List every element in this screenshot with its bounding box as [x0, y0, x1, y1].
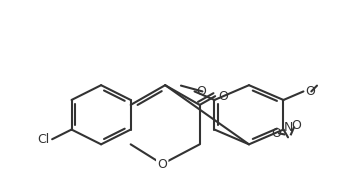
Text: O: O: [305, 85, 315, 98]
Text: O: O: [197, 85, 206, 98]
Text: O: O: [291, 119, 301, 132]
Text: O: O: [218, 90, 228, 103]
Text: O: O: [271, 127, 281, 140]
Text: O: O: [157, 158, 167, 171]
Text: N: N: [283, 121, 293, 134]
Text: Cl: Cl: [37, 133, 49, 146]
